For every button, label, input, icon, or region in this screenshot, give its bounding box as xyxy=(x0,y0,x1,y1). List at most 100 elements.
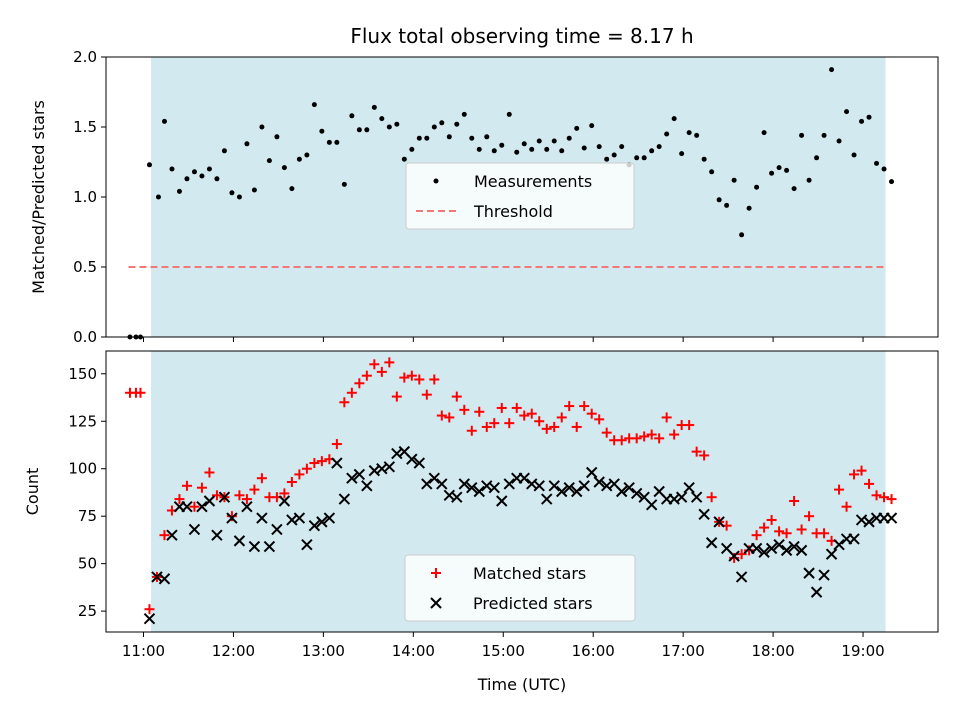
predicted-star-point xyxy=(788,540,800,553)
matched-star-point xyxy=(579,401,590,412)
matched-star-point xyxy=(135,387,146,398)
predicted-star-point xyxy=(571,485,583,498)
matched-star-point xyxy=(436,410,447,421)
measurement-point xyxy=(229,190,235,196)
predicted-star-point xyxy=(630,487,643,500)
x-mark-b xyxy=(645,499,658,511)
x-mark-b xyxy=(361,480,373,492)
measurement-point xyxy=(701,156,707,162)
measurement-point xyxy=(784,167,790,173)
x-mark-b xyxy=(496,495,508,507)
measurement-point xyxy=(619,144,625,150)
predicted-star-point xyxy=(338,493,351,505)
x-mark-b xyxy=(263,540,276,553)
x-mark-b xyxy=(398,445,411,458)
x-mark-b xyxy=(668,493,680,505)
matched-star-point xyxy=(196,482,207,493)
x-mark-b xyxy=(750,542,763,555)
matched-star-point xyxy=(601,427,612,438)
predicted-star-point xyxy=(533,480,545,492)
measurement-point xyxy=(424,135,430,141)
measurement-point xyxy=(746,205,752,211)
x-mark-b xyxy=(518,472,530,484)
legend-plus-glyph xyxy=(431,568,441,578)
measurement-point xyxy=(244,141,250,147)
measurement-point xyxy=(431,124,437,130)
matched-star-point xyxy=(886,494,897,505)
x-mark-b xyxy=(421,478,433,490)
count-legend-box xyxy=(404,554,636,622)
count-panel: 25 50 75 100 125 150 11:00 12:00 13:00 14:00 15:0… xyxy=(23,350,939,694)
measurement-point xyxy=(611,152,617,158)
x-mark-b xyxy=(848,533,860,545)
matched-star-point xyxy=(451,391,462,402)
x-mark-b xyxy=(368,464,381,477)
matched-star-point xyxy=(249,484,260,495)
measurement-point xyxy=(155,194,161,200)
matched-star-point xyxy=(384,357,395,368)
measurement-point xyxy=(394,121,400,127)
measurement-point xyxy=(296,156,302,162)
x-mark-b xyxy=(803,567,815,579)
x-mark-b xyxy=(458,478,470,490)
matched-star-point xyxy=(226,511,237,522)
x-mark-b xyxy=(638,491,650,503)
predicted-star-point xyxy=(556,485,568,498)
measurement-point xyxy=(566,135,572,141)
x-mark-b xyxy=(780,544,793,557)
matched-star-point xyxy=(849,469,860,480)
measurement-point xyxy=(206,166,212,172)
matched-star-point xyxy=(279,488,290,499)
measurement-point xyxy=(161,118,167,124)
measurement-point xyxy=(356,127,362,133)
matched-star-point xyxy=(796,524,807,535)
predicted-star-point xyxy=(323,512,336,524)
matched-star-point xyxy=(571,421,582,432)
matched-star-point xyxy=(354,378,365,389)
measurement-point xyxy=(251,187,257,193)
x-tick-label: 16:00 xyxy=(572,642,615,660)
matched-star-point xyxy=(189,501,200,512)
x-mark-b xyxy=(331,457,343,469)
measurement-point xyxy=(821,132,827,138)
matched-star-point xyxy=(879,492,890,503)
x-tick-label: 19:00 xyxy=(841,642,884,660)
measurement-point xyxy=(221,148,227,154)
matched-star-point xyxy=(504,418,515,429)
matched-star-point xyxy=(526,408,537,419)
measurement-point xyxy=(184,176,190,182)
matched-star-point xyxy=(744,545,755,556)
predicted-star-point xyxy=(346,472,358,484)
measurement-point xyxy=(664,131,670,137)
count-x-ticks: 11:00 12:00 13:00 14:00 15:00 16:00 17:00 18:00… xyxy=(122,632,885,660)
matched-star-point xyxy=(654,433,665,444)
measurement-point xyxy=(836,138,842,144)
matched-star-point xyxy=(699,450,710,461)
x-mark-b xyxy=(428,472,441,484)
matched-star-point xyxy=(534,416,545,427)
measurement-point xyxy=(716,197,722,203)
matched-star-point xyxy=(144,604,155,615)
matched-star-point xyxy=(834,484,845,495)
matched-star-point xyxy=(511,402,522,413)
predicted-star-point xyxy=(825,548,838,560)
measurement-point xyxy=(259,124,265,130)
measurement-point xyxy=(476,146,482,152)
matched-star-point xyxy=(789,495,800,506)
y-tick-label: 125 xyxy=(68,412,97,430)
measurement-point xyxy=(694,132,700,138)
y-tick-label: 150 xyxy=(68,365,97,383)
predicted-star-point xyxy=(406,453,418,465)
predicted-star-point xyxy=(278,495,291,507)
predicted-star-point xyxy=(383,461,396,473)
predicted-star-point xyxy=(413,457,426,469)
measurement-point xyxy=(769,170,775,176)
predicted-star-point xyxy=(735,571,748,583)
measurement-point xyxy=(829,67,835,73)
x-mark-b xyxy=(301,538,313,551)
matched-star-point xyxy=(301,463,312,474)
x-mark-b xyxy=(278,495,291,507)
measurement-point xyxy=(581,145,587,151)
predicted-star-point xyxy=(683,481,695,494)
predicted-star-point xyxy=(795,544,808,557)
